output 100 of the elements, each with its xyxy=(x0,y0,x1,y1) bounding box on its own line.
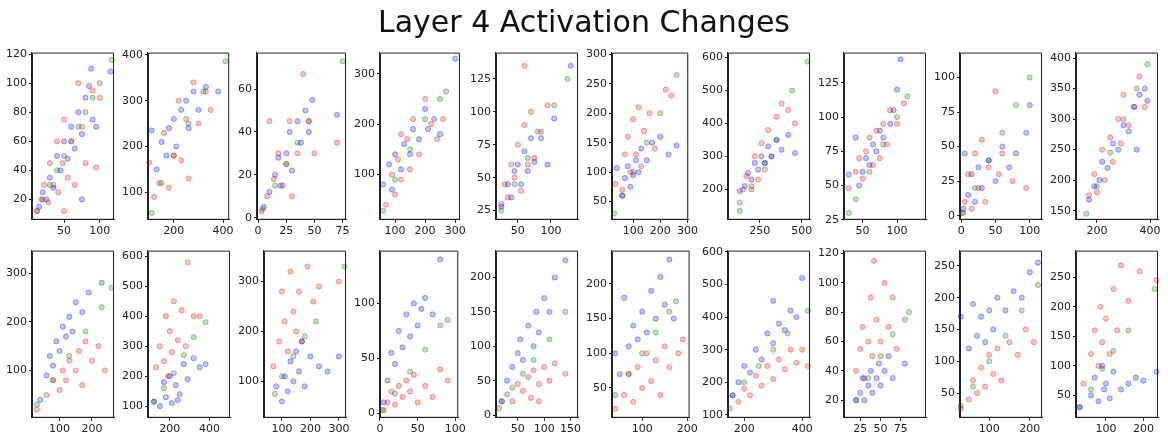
x-tick-label: 100 xyxy=(271,422,293,436)
y-tick-label: 400 xyxy=(702,309,723,323)
y-tick-label: 500 xyxy=(122,279,143,293)
y-tick-label: 300 xyxy=(702,149,723,163)
y-tick-label: 25 xyxy=(477,203,491,217)
x-tick-label: 200 xyxy=(649,224,671,238)
y-tick-label: 150 xyxy=(470,304,491,318)
x-tick-label: 100 xyxy=(384,224,406,238)
x-tick-label: 100 xyxy=(49,422,71,436)
x-tick-label: 100 xyxy=(540,224,562,238)
y-tick-label: 200 xyxy=(122,139,143,153)
y-tick-label: 125 xyxy=(818,75,839,89)
y-tick-label: 100 xyxy=(122,398,143,412)
x-tick-label: 100 xyxy=(978,422,1000,436)
y-tick-label: 250 xyxy=(934,258,955,272)
y-tick-label: 200 xyxy=(702,375,723,389)
x-tick-label: 25 xyxy=(279,224,294,238)
y-tick-label: 100 xyxy=(6,363,27,377)
y-tick-label: 200 xyxy=(6,314,27,328)
x-tick-label: 75 xyxy=(335,224,350,238)
x-tick-label: 150 xyxy=(560,422,582,436)
y-tick-label: 200 xyxy=(586,106,607,120)
y-tick-label: 200 xyxy=(238,324,259,338)
y-tick-label: 120 xyxy=(818,246,839,260)
y-tick-label: 100 xyxy=(586,346,607,360)
y-tick-label: 300 xyxy=(702,342,723,356)
x-tick-label: 100 xyxy=(1019,224,1041,238)
y-tick-label: 200 xyxy=(1050,173,1071,186)
x-tick-label: 300 xyxy=(328,422,350,436)
y-tick-label: 200 xyxy=(470,270,491,284)
x-tick-label: 100 xyxy=(533,422,555,436)
x-tick-label: 50 xyxy=(410,422,425,436)
x-tick-label: 100 xyxy=(1095,422,1117,436)
y-tick-label: 40 xyxy=(13,163,27,177)
x-tick-label: 50 xyxy=(510,422,525,436)
y-tick-label: 150 xyxy=(934,322,955,336)
x-tick-label: 100 xyxy=(89,224,111,238)
y-tick-label: 60 xyxy=(238,81,252,95)
y-tick-label: 100 xyxy=(1050,358,1071,372)
x-tick-label: 200 xyxy=(1019,422,1041,436)
y-tick-label: 50 xyxy=(593,194,607,208)
y-tick-label: 75 xyxy=(825,144,839,158)
y-tick-label: 350 xyxy=(1050,81,1071,95)
x-tick-label: 400 xyxy=(199,422,221,436)
x-tick-label: 0 xyxy=(376,422,384,436)
y-tick-label: 100 xyxy=(818,275,839,289)
y-tick-label: 40 xyxy=(825,363,839,377)
y-tick-label: 100 xyxy=(934,354,955,368)
text: Layer 4 Activation Changes xyxy=(377,3,791,41)
y-tick-label: 50 xyxy=(361,351,375,365)
x-tick-label: 200 xyxy=(159,422,181,436)
x-tick-label: 200 xyxy=(676,422,698,436)
y-tick-label: 0 xyxy=(368,406,375,420)
y-tick-label: 120 xyxy=(6,46,27,60)
y-tick-label: 300 xyxy=(1050,111,1071,125)
y-tick-label: 75 xyxy=(941,104,955,118)
y-tick-label: 500 xyxy=(702,83,723,97)
y-tick-label: 600 xyxy=(122,249,143,263)
y-tick-label: 125 xyxy=(470,71,491,85)
y-tick-label: 100 xyxy=(586,164,607,178)
y-tick-label: 300 xyxy=(122,93,143,107)
x-tick-label: 300 xyxy=(444,224,466,238)
y-tick-label: 300 xyxy=(238,274,259,288)
y-tick-label: 200 xyxy=(586,276,607,290)
y-tick-label: 100 xyxy=(238,374,259,388)
y-tick-label: 75 xyxy=(477,137,491,151)
y-tick-label: 400 xyxy=(122,309,143,323)
y-tick-label: 400 xyxy=(1050,50,1071,64)
x-tick-label: 200 xyxy=(414,224,436,238)
y-tick-label: 100 xyxy=(6,75,27,89)
x-tick-label: 250 xyxy=(749,224,771,238)
y-tick-label: 50 xyxy=(477,373,491,387)
y-tick-label: 200 xyxy=(702,182,723,196)
y-tick-label: 300 xyxy=(586,47,607,61)
x-tick-label: 300 xyxy=(676,224,698,238)
y-tick-label: 100 xyxy=(470,339,491,353)
x-tick-label: 400 xyxy=(1139,224,1161,238)
y-tick-label: 20 xyxy=(825,393,839,407)
y-tick-label: 300 xyxy=(122,339,143,353)
y-tick-label: 200 xyxy=(122,369,143,383)
y-tick-label: 200 xyxy=(934,290,955,304)
y-tick-label: 20 xyxy=(238,167,252,181)
y-tick-label: 25 xyxy=(941,173,955,187)
y-tick-label: 300 xyxy=(354,66,375,80)
y-tick-label: 50 xyxy=(593,380,607,394)
y-tick-label: 100 xyxy=(354,167,375,181)
y-tick-label: 50 xyxy=(941,385,955,399)
y-tick-label: 20 xyxy=(13,192,27,206)
y-tick-label: 80 xyxy=(825,305,839,319)
y-tick-label: 150 xyxy=(1050,203,1071,217)
y-tick-label: 500 xyxy=(702,277,723,291)
y-tick-label: 400 xyxy=(122,47,143,61)
y-tick-label: 50 xyxy=(941,139,955,153)
x-tick-label: 200 xyxy=(163,224,185,238)
y-tick-label: 50 xyxy=(1057,388,1071,402)
y-tick-label: 250 xyxy=(1050,142,1071,156)
y-tick-label: 25 xyxy=(825,212,839,226)
y-tick-label: 300 xyxy=(6,265,27,279)
x-tick-label: 50 xyxy=(855,224,870,238)
x-tick-label: 400 xyxy=(791,422,813,436)
